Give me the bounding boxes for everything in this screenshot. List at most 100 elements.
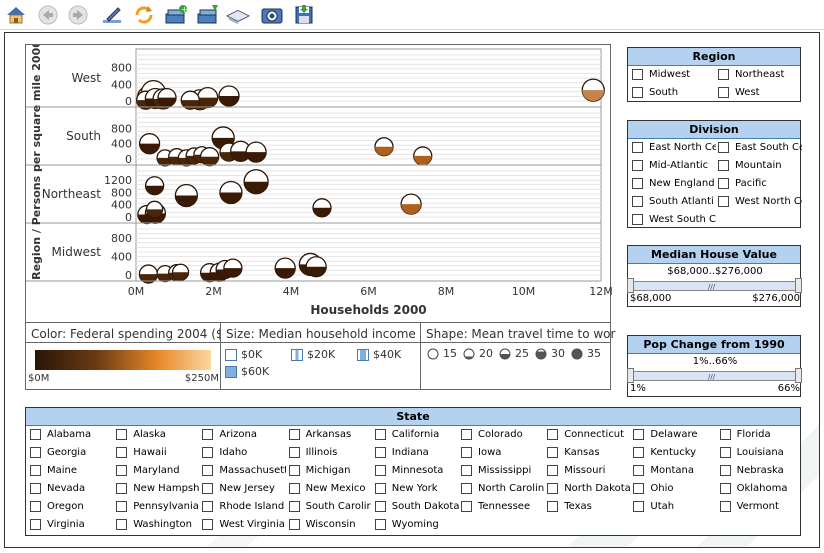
checkbox[interactable] bbox=[633, 447, 645, 458]
checkbox[interactable] bbox=[461, 501, 472, 512]
checkbox[interactable] bbox=[461, 483, 472, 494]
state-option-alabama[interactable]: Alabama bbox=[30, 429, 114, 440]
slider-low-thumb[interactable] bbox=[627, 278, 634, 293]
division-option-pacific[interactable]: Pacific bbox=[718, 178, 802, 189]
state-option-iowa[interactable]: Iowa bbox=[461, 447, 545, 458]
checkbox[interactable] bbox=[30, 447, 41, 458]
checkbox[interactable] bbox=[288, 465, 300, 476]
home-icon[interactable] bbox=[4, 3, 28, 27]
state-option-new-jersey[interactable]: New Jersey bbox=[202, 483, 286, 494]
add-book-icon[interactable]: + bbox=[164, 3, 188, 27]
checkbox[interactable] bbox=[719, 483, 731, 494]
checkbox[interactable] bbox=[461, 447, 472, 458]
checkbox[interactable] bbox=[719, 465, 731, 476]
state-option-utah[interactable]: Utah bbox=[633, 501, 717, 512]
slider-low-thumb[interactable] bbox=[627, 368, 634, 383]
state-option-louisiana[interactable]: Louisiana bbox=[719, 447, 804, 458]
checkbox[interactable] bbox=[547, 447, 559, 458]
checkbox[interactable] bbox=[374, 483, 386, 494]
slider-high-thumb[interactable] bbox=[795, 278, 802, 293]
edit-icon[interactable] bbox=[100, 3, 124, 27]
checkbox[interactable] bbox=[632, 178, 643, 189]
checkbox[interactable] bbox=[719, 501, 731, 512]
state-option-mississippi[interactable]: Mississippi bbox=[461, 465, 545, 476]
checkbox[interactable] bbox=[633, 501, 645, 512]
state-option-south-dakota[interactable]: South Dakota bbox=[374, 501, 459, 512]
state-option-south-carolir[interactable]: South Carolir bbox=[288, 501, 373, 512]
checkbox[interactable] bbox=[718, 69, 729, 80]
state-option-north-dakota[interactable]: North Dakota bbox=[547, 483, 631, 494]
checkbox[interactable] bbox=[202, 447, 214, 458]
division-option-mid-atlantic[interactable]: Mid-Atlantic bbox=[632, 160, 716, 171]
checkbox[interactable] bbox=[116, 429, 128, 440]
checkbox[interactable] bbox=[374, 519, 386, 530]
state-option-illinois[interactable]: Illinois bbox=[288, 447, 373, 458]
back-icon[interactable] bbox=[36, 3, 60, 27]
state-option-kentucky[interactable]: Kentucky bbox=[633, 447, 717, 458]
state-option-texas[interactable]: Texas bbox=[547, 501, 631, 512]
checkbox[interactable] bbox=[202, 501, 214, 512]
checkbox[interactable] bbox=[633, 465, 645, 476]
division-option-west-north-ce[interactable]: West North Ce bbox=[718, 196, 802, 207]
checkbox[interactable] bbox=[116, 483, 128, 494]
checkbox[interactable] bbox=[116, 519, 128, 530]
state-option-maryland[interactable]: Maryland bbox=[116, 465, 200, 476]
slider-high-thumb[interactable] bbox=[795, 368, 802, 383]
checkbox[interactable] bbox=[719, 429, 731, 440]
median-house-value-slider[interactable]: $68,000..$276,000 /// $68,000 $276,000 bbox=[627, 266, 802, 304]
checkbox[interactable] bbox=[288, 483, 300, 494]
checkbox[interactable] bbox=[461, 429, 472, 440]
state-option-rhode-island[interactable]: Rhode Island bbox=[202, 501, 286, 512]
checkbox[interactable] bbox=[547, 429, 559, 440]
checkbox[interactable] bbox=[30, 519, 41, 530]
checkbox[interactable] bbox=[374, 501, 386, 512]
checkbox[interactable] bbox=[632, 69, 643, 80]
state-option-new-york[interactable]: New York bbox=[374, 483, 459, 494]
checkbox[interactable] bbox=[633, 429, 645, 440]
scatter-chart[interactable]: West 800 400 0 South 800 400 0 Northeast 1200 800 4… bbox=[25, 44, 612, 324]
state-option-ohio[interactable]: Ohio bbox=[633, 483, 717, 494]
division-option-mountain[interactable]: Mountain bbox=[718, 160, 802, 171]
state-option-arizona[interactable]: Arizona bbox=[202, 429, 286, 440]
region-option-west[interactable]: West bbox=[718, 87, 802, 98]
state-option-idaho[interactable]: Idaho bbox=[202, 447, 286, 458]
checkbox[interactable] bbox=[116, 501, 128, 512]
state-option-new-hampshi[interactable]: New Hampshi bbox=[116, 483, 200, 494]
division-option-south-atlanti[interactable]: South Atlanti bbox=[632, 196, 716, 207]
state-option-kansas[interactable]: Kansas bbox=[547, 447, 631, 458]
state-option-washington[interactable]: Washington bbox=[116, 519, 200, 530]
checkbox[interactable] bbox=[288, 429, 300, 440]
refresh-icon[interactable] bbox=[132, 3, 156, 27]
checkbox[interactable] bbox=[30, 483, 41, 494]
state-option-florida[interactable]: Florida bbox=[719, 429, 804, 440]
checkbox[interactable] bbox=[547, 483, 559, 494]
state-option-oklahoma[interactable]: Oklahoma bbox=[719, 483, 804, 494]
state-option-nevada[interactable]: Nevada bbox=[30, 483, 114, 494]
import-book-icon[interactable] bbox=[196, 3, 220, 27]
state-option-tennessee[interactable]: Tennessee bbox=[461, 501, 545, 512]
region-option-south[interactable]: South bbox=[632, 87, 716, 98]
division-option-east-north-ce[interactable]: East North Ce bbox=[632, 142, 716, 153]
state-option-montana[interactable]: Montana bbox=[633, 465, 717, 476]
state-option-pennsylvania[interactable]: Pennsylvania bbox=[116, 501, 200, 512]
division-option-new-england[interactable]: New England bbox=[632, 178, 716, 189]
state-option-michigan[interactable]: Michigan bbox=[288, 465, 373, 476]
checkbox[interactable] bbox=[374, 429, 386, 440]
division-option-east-south-ce[interactable]: East South Ce bbox=[718, 142, 802, 153]
state-option-minnesota[interactable]: Minnesota bbox=[374, 465, 459, 476]
checkbox[interactable] bbox=[632, 196, 643, 207]
state-option-west-virginia[interactable]: West Virginia bbox=[202, 519, 286, 530]
checkbox[interactable] bbox=[374, 465, 386, 476]
checkbox[interactable] bbox=[632, 142, 643, 153]
checkbox[interactable] bbox=[30, 465, 41, 476]
state-option-indiana[interactable]: Indiana bbox=[374, 447, 459, 458]
checkbox[interactable] bbox=[718, 142, 729, 153]
division-option-west-south-c[interactable]: West South C bbox=[632, 214, 716, 225]
checkbox[interactable] bbox=[116, 465, 128, 476]
checkbox[interactable] bbox=[202, 465, 214, 476]
checkbox[interactable] bbox=[30, 501, 41, 512]
state-option-missouri[interactable]: Missouri bbox=[547, 465, 631, 476]
checkbox[interactable] bbox=[288, 501, 300, 512]
state-option-wyoming[interactable]: Wyoming bbox=[374, 519, 459, 530]
checkbox[interactable] bbox=[288, 447, 300, 458]
